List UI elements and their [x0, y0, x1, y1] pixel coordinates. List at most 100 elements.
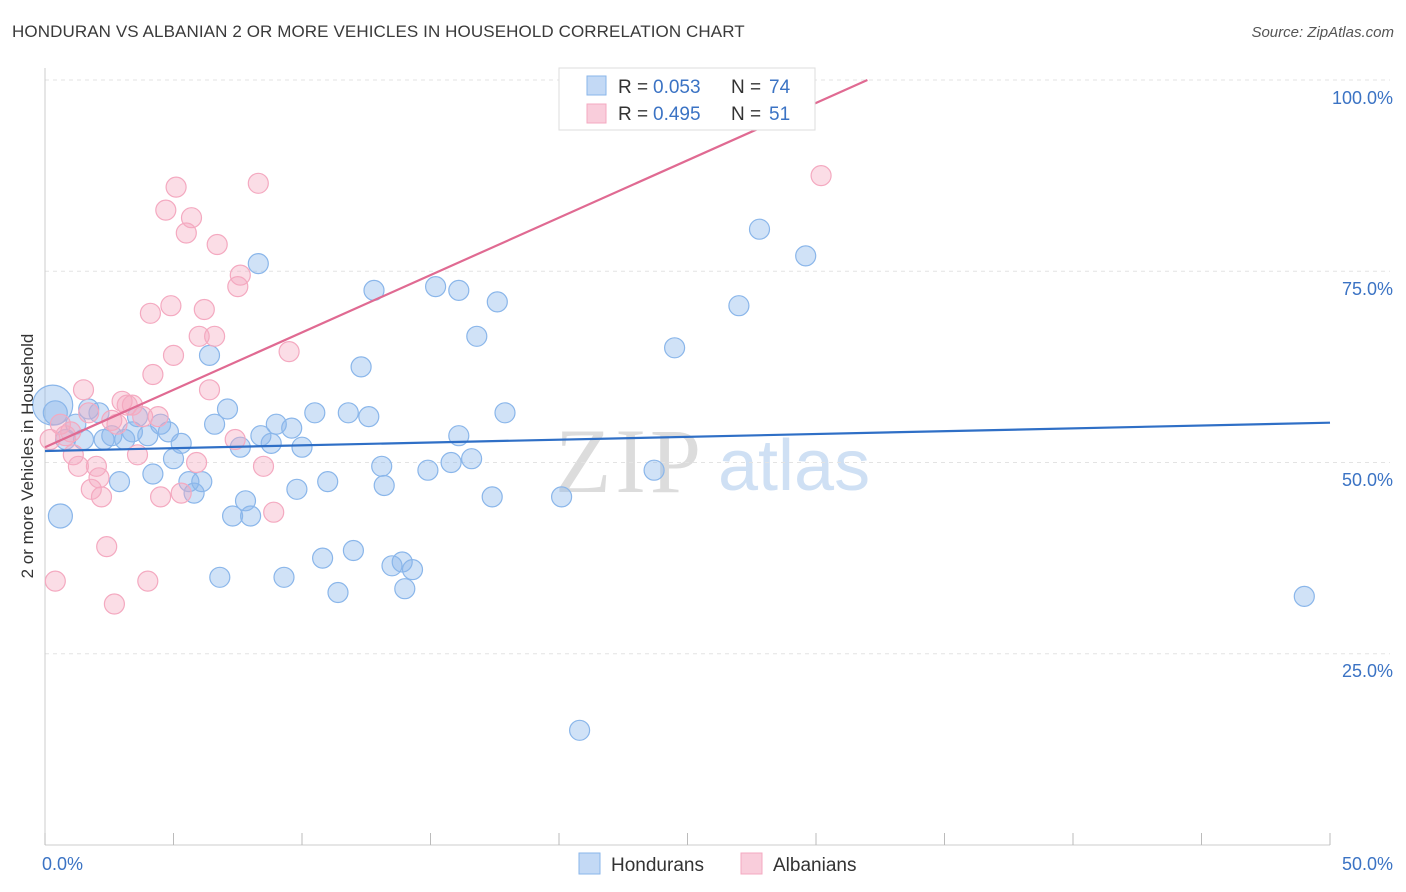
hondurans-point-2 — [47, 503, 74, 529]
legend-n-label-albanians: N = — [731, 104, 766, 125]
albanians-point-13 — [96, 535, 118, 558]
hondurans-point-16 — [150, 413, 172, 435]
series-hondurans — [32, 218, 1315, 741]
legend-swatch-hondurans — [586, 75, 607, 96]
series-legend-label-albanians: Albanians — [773, 855, 856, 876]
legend-r-label-albanians: R = — [618, 104, 653, 125]
hondurans-point-65 — [568, 719, 591, 741]
x-tick-label-max: 50.0% — [1342, 854, 1393, 874]
hondurans-point-9 — [101, 425, 123, 447]
albanians-point-42 — [229, 264, 251, 286]
watermark-zip: ZIP — [555, 410, 705, 512]
legend-r-label-hondurans: R = — [618, 77, 653, 98]
hondurans-point-1 — [42, 400, 68, 426]
y-tick-label-50: 50.0% — [1342, 470, 1393, 490]
hondurans-point-60 — [466, 325, 488, 347]
albanians-point-38 — [204, 325, 226, 347]
albanians-point-39 — [206, 233, 228, 256]
albanians-point-34 — [186, 451, 208, 474]
hondurans-point-40 — [312, 547, 334, 569]
hondurans-point-43 — [337, 402, 359, 424]
albanians-point-46 — [278, 341, 300, 363]
hondurans-point-54 — [417, 459, 439, 481]
hondurans-point-61 — [481, 486, 503, 508]
series-albanians — [39, 165, 832, 615]
y-tick-label-25: 25.0% — [1342, 661, 1393, 681]
hondurans-point-44 — [342, 539, 364, 562]
hondurans-point-35 — [273, 566, 295, 588]
series-legend: Hondurans Albanians — [578, 852, 856, 876]
hondurans-point-49 — [373, 474, 395, 497]
albanians-point-26 — [150, 486, 172, 508]
hondurans-point-20 — [178, 471, 200, 493]
series-legend-label-hondurans: Hondurans — [611, 855, 704, 876]
hondurans-point-57 — [448, 279, 470, 301]
series-legend-swatch-hondurans — [578, 852, 601, 875]
hondurans-point-36 — [281, 417, 303, 439]
albanians-point-31 — [170, 482, 192, 504]
hondurans-point-63 — [494, 402, 516, 424]
x-axis-ticks — [44, 833, 1331, 845]
albanians-point-28 — [160, 295, 182, 317]
hondurans-point-39 — [304, 402, 326, 424]
albanians-point-8 — [78, 402, 100, 424]
hondurans-point-25 — [209, 566, 231, 588]
hondurans-point-27 — [222, 505, 244, 527]
albanians-point-23 — [139, 302, 161, 324]
trend-lines — [44, 78, 1331, 453]
hondurans-point-42 — [327, 581, 349, 604]
hondurans-point-66 — [643, 459, 665, 481]
hondurans-point-56 — [440, 451, 462, 474]
hondurans-point-23 — [198, 344, 221, 366]
albanians-point-47 — [810, 165, 832, 187]
correlation-legend: R = 0.053 N = 74 R = 0.495 N = 51 — [558, 67, 816, 131]
hondurans-point-38 — [291, 436, 313, 458]
hondurans-point-64 — [550, 486, 573, 508]
watermark-atlas: atlas — [718, 426, 870, 506]
hondurans-point-55 — [425, 276, 447, 298]
hondurans-point-24 — [204, 413, 226, 435]
hondurans-point-37 — [286, 478, 308, 500]
hondurans-point-30 — [240, 505, 262, 527]
hondurans-point-31 — [247, 253, 269, 275]
albanians-trend-line — [44, 78, 868, 449]
legend-n-value-hondurans: 74 — [769, 77, 791, 98]
albanians-point-43 — [247, 172, 269, 194]
hondurans-point-71 — [1293, 585, 1315, 608]
albanians-point-37 — [198, 379, 221, 401]
y-tick-label-75: 75.0% — [1342, 279, 1393, 299]
albanians-point-6 — [67, 455, 90, 477]
albanians-point-45 — [263, 501, 285, 523]
y-axis-label: 2 or more Vehicles in Household — [18, 334, 37, 579]
hondurans-point-15 — [142, 463, 164, 485]
hondurans-point-69 — [748, 218, 771, 240]
hondurans-point-41 — [317, 471, 339, 493]
x-tick-label-min: 0.0% — [42, 854, 83, 874]
legend-n-value-albanians: 51 — [769, 104, 790, 125]
hondurans-point-48 — [371, 455, 393, 477]
series-legend-swatch-albanians — [740, 852, 763, 875]
albanians-point-11 — [88, 467, 110, 489]
hondurans-point-26 — [216, 398, 239, 420]
albanians-point-22 — [137, 570, 159, 592]
hondurans-point-68 — [728, 295, 750, 317]
legend-r-value-hondurans: 0.053 — [653, 77, 701, 98]
hondurans-point-70 — [795, 245, 817, 267]
hondurans-point-59 — [461, 448, 483, 470]
albanians-point-12 — [90, 486, 113, 508]
hondurans-point-45 — [350, 356, 372, 378]
albanians-point-44 — [252, 455, 275, 477]
hondurans-point-53 — [401, 558, 424, 581]
gridlines — [45, 79, 1390, 655]
watermark: ZIP atlas — [555, 410, 870, 512]
albanians-point-33 — [180, 207, 203, 229]
chart-title: HONDURAN VS ALBANIAN 2 OR MORE VEHICLES … — [12, 22, 745, 41]
albanians-point-35 — [188, 325, 210, 347]
albanians-point-40 — [224, 428, 246, 451]
albanians-point-29 — [162, 344, 185, 366]
albanians-point-7 — [72, 379, 95, 401]
hondurans-trend-line — [44, 421, 1331, 453]
albanians-point-30 — [165, 176, 187, 198]
legend-n-label-hondurans: N = — [731, 77, 766, 98]
